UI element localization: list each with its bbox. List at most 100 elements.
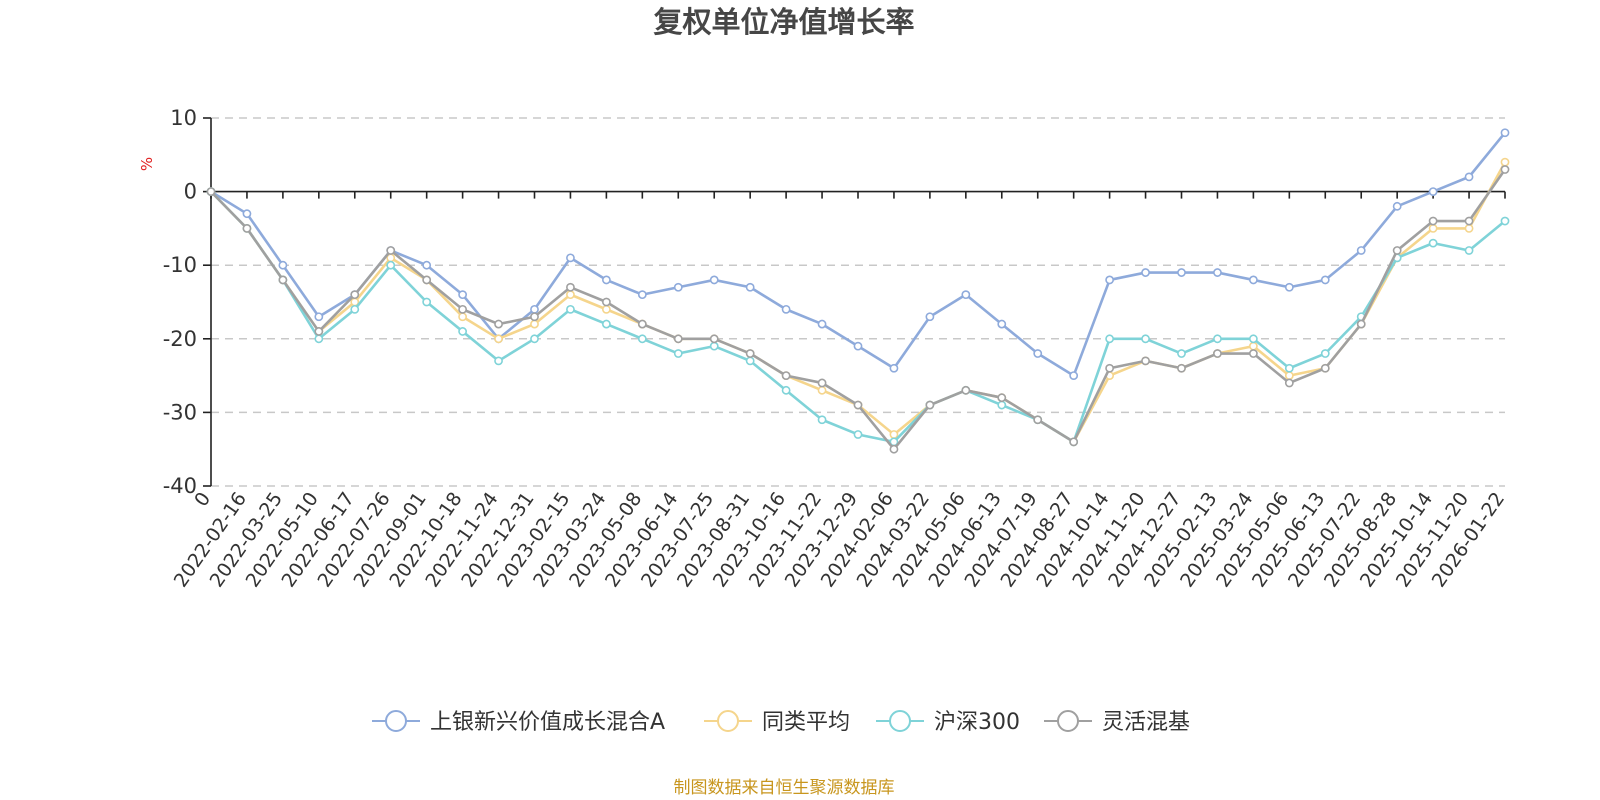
data-point	[458, 312, 468, 322]
data-point	[781, 385, 791, 395]
data-point	[817, 319, 827, 329]
data-point	[1213, 349, 1222, 358]
data-point	[1428, 223, 1438, 233]
data-point	[1033, 349, 1043, 358]
data-point	[350, 304, 360, 314]
data-point	[1177, 349, 1186, 358]
data-point	[278, 260, 288, 270]
data-point	[386, 260, 396, 270]
data-point	[1069, 437, 1079, 447]
data-point	[889, 430, 899, 439]
data-point	[350, 290, 360, 300]
legend-label: 上银新兴价值成长混合A	[430, 710, 665, 735]
data-point	[1500, 128, 1510, 138]
legend-label: 同类平均	[762, 710, 850, 735]
legend-item-3[interactable]: 灵活混基	[1044, 710, 1190, 735]
data-point	[1392, 246, 1402, 255]
data-point	[1284, 378, 1294, 388]
data-point	[1248, 349, 1258, 358]
data-point	[1248, 341, 1258, 351]
data-point	[458, 304, 468, 314]
data-point	[1141, 356, 1150, 366]
legend-label: 灵活混基	[1102, 710, 1190, 735]
data-point	[853, 341, 863, 351]
y-tick-label: -10	[163, 253, 197, 277]
data-point	[566, 304, 575, 314]
data-point	[1284, 363, 1294, 373]
data-point	[1356, 246, 1366, 255]
data-point	[314, 334, 324, 344]
legend-item-0[interactable]: 上银新兴价值成长混合A	[372, 710, 665, 735]
data-point	[314, 327, 324, 336]
data-point	[601, 297, 611, 307]
y-axis-unit: %	[138, 157, 156, 171]
data-source-note: 制图数据来自恒生聚源数据库	[674, 778, 895, 798]
axis-layer: 100-10-20-30-4002022-02-162022-03-252022…	[163, 106, 1509, 591]
data-point	[637, 334, 647, 344]
data-point	[458, 327, 468, 336]
y-tick-label: -40	[163, 474, 197, 498]
data-point	[566, 253, 575, 263]
data-point	[566, 282, 575, 292]
data-point	[1320, 349, 1330, 358]
data-point	[637, 290, 647, 300]
data-point	[1069, 371, 1079, 380]
data-point	[673, 334, 683, 344]
data-point	[422, 275, 432, 285]
legend-item-1[interactable]: 同类平均	[704, 710, 850, 735]
data-point	[494, 334, 503, 344]
data-point	[242, 209, 252, 219]
data-point	[673, 282, 683, 292]
data-point	[997, 319, 1007, 329]
series-line-1	[210, 161, 1507, 444]
data-point	[530, 319, 539, 329]
data-point	[1284, 371, 1294, 380]
data-point	[1105, 334, 1115, 344]
data-point	[853, 400, 863, 410]
legend-swatch-marker	[717, 710, 739, 732]
data-point	[1464, 216, 1474, 226]
data-point	[817, 415, 827, 425]
data-point	[1500, 157, 1510, 167]
data-point	[1177, 363, 1186, 373]
data-point	[386, 246, 396, 255]
data-point	[925, 312, 935, 322]
data-point	[1500, 216, 1510, 226]
data-point	[494, 319, 503, 329]
data-point	[889, 444, 899, 454]
series-2	[206, 187, 1510, 447]
data-point	[530, 312, 539, 322]
data-point	[1392, 201, 1402, 211]
data-point	[494, 356, 503, 366]
data-point	[1320, 363, 1330, 373]
data-point	[1464, 223, 1474, 233]
data-point	[242, 223, 252, 233]
series-layer	[206, 128, 1510, 454]
data-point	[997, 393, 1007, 403]
data-point	[530, 304, 539, 314]
series-0	[206, 128, 1510, 380]
data-point	[1284, 282, 1294, 292]
data-point	[601, 275, 611, 285]
data-point	[1428, 216, 1438, 226]
legend-swatch-marker	[385, 710, 407, 732]
data-point	[853, 430, 863, 439]
data-point	[817, 385, 827, 395]
data-point	[1177, 268, 1186, 277]
data-point	[1248, 334, 1258, 344]
data-point	[314, 312, 324, 322]
data-point	[1213, 268, 1222, 277]
data-point	[997, 400, 1007, 410]
data-point	[745, 282, 755, 292]
data-point	[745, 349, 755, 358]
legend-swatch-marker	[889, 710, 911, 732]
data-point	[781, 371, 791, 380]
legend-swatch-marker	[1057, 710, 1079, 732]
data-point	[961, 385, 971, 395]
data-point	[1213, 334, 1222, 344]
legend-item-2[interactable]: 沪深300	[876, 710, 1020, 735]
data-point	[1428, 187, 1438, 196]
data-point	[566, 290, 575, 300]
data-point	[709, 341, 719, 351]
